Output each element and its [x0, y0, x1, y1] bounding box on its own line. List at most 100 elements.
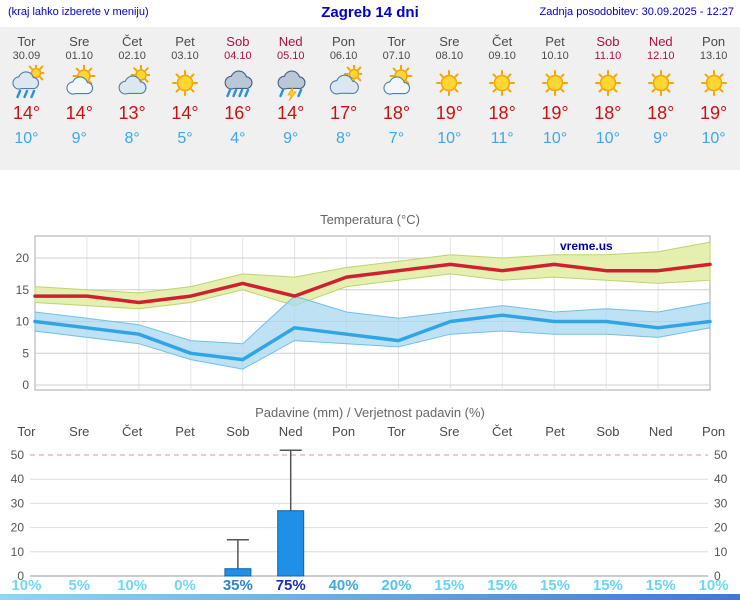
tmin-label: 10° [437, 130, 462, 147]
precip-probability: 40% [328, 577, 359, 594]
precip-day-label: Pet [545, 424, 565, 439]
day-name: Sre [439, 34, 460, 49]
tmin-label: 8° [124, 130, 140, 147]
precip-probability: 15% [592, 577, 623, 594]
tmax-label: 18° [647, 103, 675, 123]
tmin-label: 10° [14, 130, 39, 147]
precip-probability: 35% [222, 577, 253, 594]
day-date: 08.10 [435, 50, 464, 62]
tmax-label: 13° [118, 103, 146, 123]
precip-day-label: Čet [122, 424, 143, 439]
day-name: Čet [122, 34, 143, 49]
precip-probability: 10% [11, 577, 42, 594]
precip-day-label: Tor [17, 424, 36, 439]
forecast-day: Čet 09.10 18° 11° [476, 27, 529, 170]
precip-day-label: Ned [648, 424, 673, 439]
svg-text:5: 5 [22, 346, 29, 360]
tmin-label: 9° [283, 130, 299, 147]
precip-day-label: Pon [332, 424, 356, 439]
sunny-icon [581, 65, 634, 103]
tmax-label: 14° [12, 103, 41, 123]
forecast-day: Sre 08.10 19° 10° [423, 27, 476, 170]
forecast-day: Ned 05.10 14° 9° [264, 27, 317, 170]
tmin-label: 5° [177, 130, 193, 147]
tmin-label: 11° [490, 130, 514, 147]
precip-day-labels-row: Tor Sre Čet Pet Sob Ned Pon Tor Sre Čet Pet Sob Ned P… [0, 424, 740, 439]
precip-day-label: Sre [439, 424, 460, 439]
day-date: 13.10 [699, 50, 728, 62]
thunder-rain-icon [264, 65, 317, 103]
tmin-label: 8° [335, 130, 352, 147]
svg-text:0: 0 [714, 569, 721, 583]
svg-text:40: 40 [11, 472, 25, 486]
forecast-day: Čet 02.10 13° 8° [106, 27, 159, 170]
day-name: Ned [278, 34, 303, 49]
precip-probability: 75% [275, 577, 306, 594]
precip-day-label: Sre [69, 424, 90, 439]
last-update-text: Zadnja posodobitev: 30.09.2025 - 12:27 [539, 6, 734, 18]
svg-text:10: 10 [714, 545, 728, 559]
sunny-icon [634, 65, 687, 103]
tmin-label: 4° [230, 130, 246, 147]
svg-text:50: 50 [11, 448, 25, 462]
precip-bar [224, 568, 252, 577]
svg-text:30: 30 [11, 496, 25, 510]
precip-probability: 0% [174, 577, 196, 594]
tmin-label: 10° [595, 130, 620, 147]
sunny-icon [476, 65, 529, 103]
day-name: Čet [492, 34, 513, 49]
tmax-label: 14° [65, 103, 93, 123]
svg-text:0: 0 [22, 378, 29, 392]
tmin-label: 7° [388, 130, 405, 147]
precip-probability: 15% [540, 577, 571, 594]
page-title: Zagreb 14 dni [321, 4, 419, 21]
day-date: 03.10 [171, 50, 199, 62]
day-date: 01.10 [65, 50, 94, 62]
cloudy-icon [317, 64, 370, 103]
tmax-label: 19° [541, 103, 569, 123]
tmax-label: 18° [488, 103, 516, 123]
svg-text:50: 50 [714, 448, 728, 462]
svg-text:10: 10 [16, 315, 30, 329]
forecast-day: Ned 12.10 18° 9° [634, 27, 687, 170]
forecast-day: Pet 10.10 19° 10° [529, 27, 582, 170]
watermark: vreme.us [560, 239, 613, 253]
day-date: 30.09 [12, 50, 41, 62]
day-name: Sob [596, 34, 620, 49]
precip-probability: 10% [698, 577, 729, 594]
forecast-day: Tor 07.10 18° 7° [370, 27, 423, 170]
tmax-label: 19° [699, 103, 728, 123]
temperature-chart: 0 5 10 15 20 vreme.us [16, 235, 712, 392]
precip-probability: 5% [68, 577, 91, 594]
precip-probability: 10% [117, 577, 148, 594]
mostly-cloudy-icon [106, 64, 159, 103]
day-name: Sre [69, 34, 90, 49]
svg-text:15: 15 [16, 283, 30, 297]
svg-text:0: 0 [17, 569, 24, 583]
svg-text:30: 30 [714, 496, 728, 510]
day-date: 09.10 [488, 50, 516, 62]
day-date: 12.10 [646, 50, 675, 62]
svg-text:20: 20 [16, 251, 30, 265]
partly-cloudy-icon [53, 64, 106, 103]
tmax-label: 18° [382, 103, 411, 123]
precip-probabilities-row: 10% 5% 10% 0% 35% 75% 40% 20% 15% 15% 15% 15% 15% 10% [0, 577, 740, 594]
precip-day-label: Pet [175, 424, 195, 439]
day-date: 11.10 [594, 50, 622, 62]
precip-day-label: Pon [702, 424, 726, 439]
bottom-strip [0, 594, 740, 600]
precipitation-chart: 0 0 10 10 20 20 30 30 40 40 50 50 [11, 448, 728, 583]
precip-probability: 15% [434, 577, 465, 594]
precip-day-label: Tor [387, 424, 406, 439]
tmin-label: 10° [542, 130, 568, 147]
day-name: Pon [702, 34, 726, 49]
sunny-icon [423, 65, 476, 103]
tmax-label: 14° [277, 103, 305, 123]
precipitation-chart-title: Padavine (mm) / Verjetnost padavin (%) [255, 405, 485, 420]
day-name: Pon [332, 34, 356, 49]
partly-cloudy-icon [370, 64, 423, 103]
sunny-icon [687, 65, 740, 103]
svg-text:20: 20 [714, 521, 728, 535]
tmax-label: 18° [594, 103, 622, 123]
